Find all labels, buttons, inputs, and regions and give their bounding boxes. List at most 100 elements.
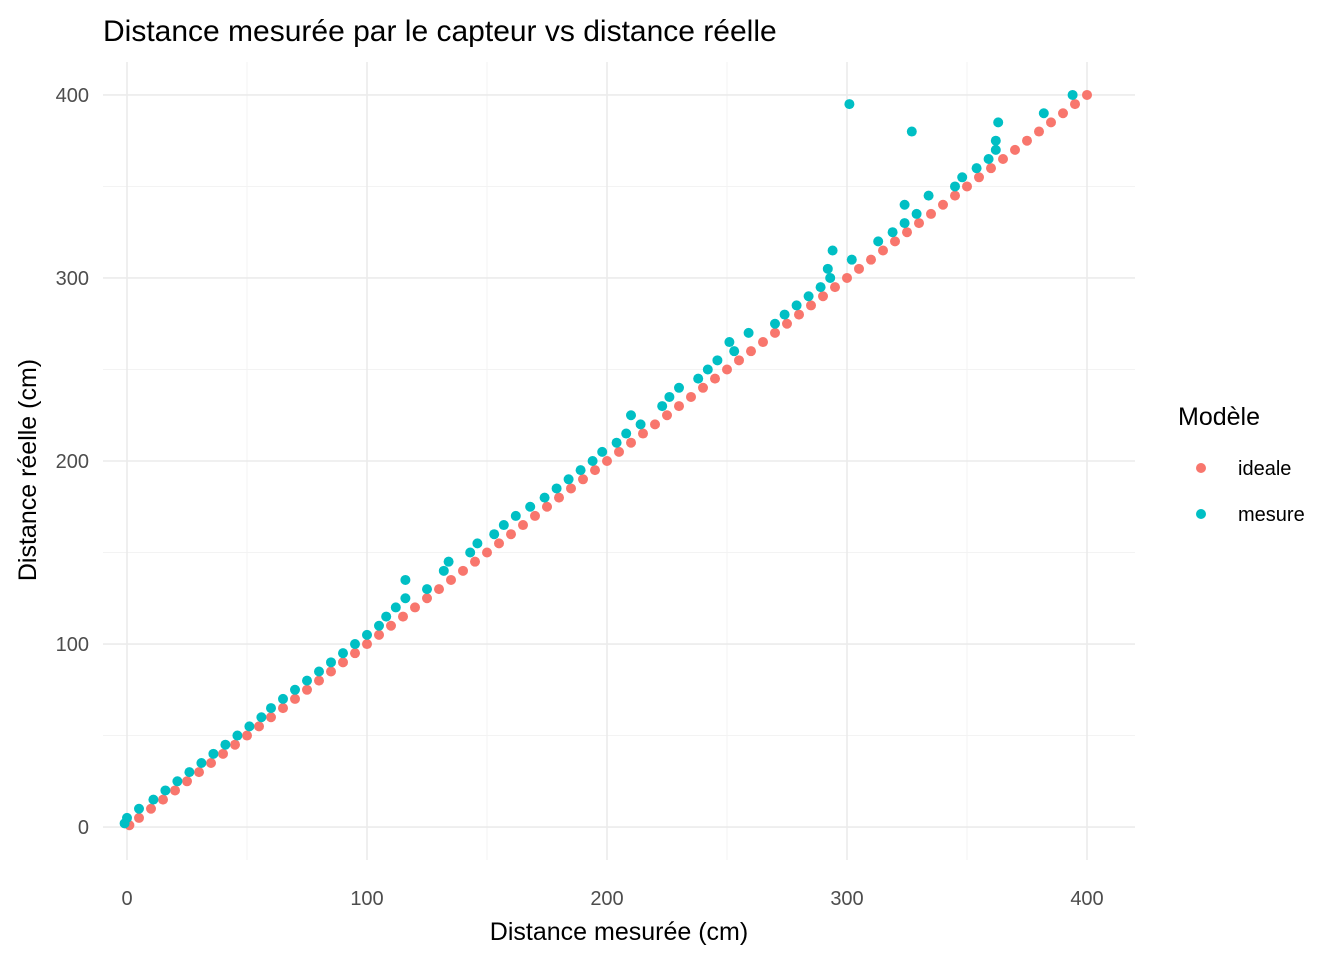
ideale-point xyxy=(566,483,576,494)
mesure-point xyxy=(729,346,740,357)
mesure-point xyxy=(350,639,360,650)
mesure-point xyxy=(887,227,898,238)
ideale-point xyxy=(818,291,828,302)
mesure-point xyxy=(803,291,814,302)
mesure-point xyxy=(923,190,934,201)
series-ideale xyxy=(124,89,1092,831)
mesure-point xyxy=(846,254,857,265)
mesure-point xyxy=(906,126,917,137)
mesure-point xyxy=(390,602,401,613)
mesure-point xyxy=(873,236,884,247)
ideale-point xyxy=(458,565,468,576)
mesure-point xyxy=(438,565,449,576)
mesure-point xyxy=(302,675,312,686)
y-tick-label: 0 xyxy=(78,817,89,839)
mesure-point xyxy=(172,776,183,787)
ideale-point xyxy=(962,181,972,192)
mesure-point xyxy=(822,263,833,274)
ideale-point xyxy=(266,712,276,723)
mesure-point xyxy=(657,401,668,412)
ideale-point xyxy=(254,721,264,732)
mesure-point xyxy=(779,309,790,320)
ideale-point xyxy=(806,300,816,311)
mesure-point xyxy=(983,154,994,165)
ideale-point xyxy=(674,401,684,412)
mesure-point xyxy=(621,428,632,439)
mesure-point xyxy=(587,456,598,466)
mesure-point xyxy=(422,584,432,595)
ideale-point xyxy=(830,282,840,293)
ideale-point xyxy=(1058,108,1068,119)
mesure-point xyxy=(724,337,735,348)
ideale-point xyxy=(998,154,1008,165)
mesure-point xyxy=(314,666,324,677)
x-axis-title: Distance mesurée (cm) xyxy=(490,918,748,946)
mesure-point xyxy=(1038,108,1049,119)
mesure-point xyxy=(122,812,132,823)
ideale-point xyxy=(770,327,780,338)
mesure-point xyxy=(443,556,454,567)
legend-label-mesure: mesure xyxy=(1238,504,1305,526)
mesure-point xyxy=(825,272,836,283)
ideale-point xyxy=(842,272,852,283)
mesure-point xyxy=(844,99,855,110)
x-tick-label: 100 xyxy=(350,888,383,910)
ideale-point xyxy=(902,227,912,238)
ideale-point xyxy=(986,163,996,174)
mesure-point xyxy=(635,419,646,430)
mesure-point xyxy=(664,391,675,402)
y-tick-label: 200 xyxy=(56,451,89,473)
ideale-point xyxy=(1034,126,1044,137)
ideale-point xyxy=(926,208,936,219)
ideale-point xyxy=(734,355,744,366)
ideale-point xyxy=(938,199,948,210)
ideale-point xyxy=(434,584,444,595)
mesure-point xyxy=(400,574,411,585)
mesure-point xyxy=(674,382,684,393)
mesure-point xyxy=(290,684,300,695)
mesure-point xyxy=(743,327,754,338)
mesure-point xyxy=(990,144,1001,155)
mesure-point xyxy=(626,410,636,421)
mesure-point xyxy=(899,199,910,210)
ideale-point xyxy=(758,337,768,348)
ideale-point xyxy=(218,748,228,759)
ideale-point xyxy=(614,446,624,457)
legend-label-ideale: ideale xyxy=(1238,458,1291,480)
ideale-point xyxy=(506,529,516,540)
ideale-point xyxy=(698,382,708,393)
ideale-point xyxy=(590,465,600,476)
mesure-point xyxy=(815,282,826,293)
ideale-point xyxy=(722,364,732,375)
ideale-point xyxy=(302,684,312,695)
mesure-point xyxy=(266,703,276,714)
ideale-point xyxy=(410,602,420,613)
legend-items: ideale mesure xyxy=(1196,458,1305,526)
y-axis-title: Distance réelle (cm) xyxy=(14,359,42,581)
y-tick-label: 300 xyxy=(56,268,89,290)
ideale-point xyxy=(1070,99,1080,110)
ideale-point xyxy=(1082,89,1092,100)
x-tick-label: 300 xyxy=(830,888,863,910)
ideale-point xyxy=(878,245,888,256)
legend-key-ideale xyxy=(1196,463,1206,473)
mesure-point xyxy=(957,172,968,183)
ideale-point xyxy=(914,218,924,229)
ideale-point xyxy=(710,373,720,384)
mesure-point xyxy=(374,620,384,631)
ideale-point xyxy=(554,492,564,503)
ideale-point xyxy=(422,593,432,604)
ideale-point xyxy=(650,419,660,430)
ideale-point xyxy=(782,318,792,329)
mesure-point xyxy=(326,657,336,668)
mesure-point xyxy=(338,648,348,659)
ideale-point xyxy=(170,785,180,796)
x-tick-label: 200 xyxy=(590,888,623,910)
ideale-point xyxy=(362,639,372,650)
x-axis-ticks: 0 100 200 300 400 xyxy=(121,888,1103,910)
ideale-point xyxy=(542,501,552,512)
ideale-point xyxy=(1022,135,1032,146)
ideale-point xyxy=(494,538,504,549)
mesure-point xyxy=(693,373,704,384)
